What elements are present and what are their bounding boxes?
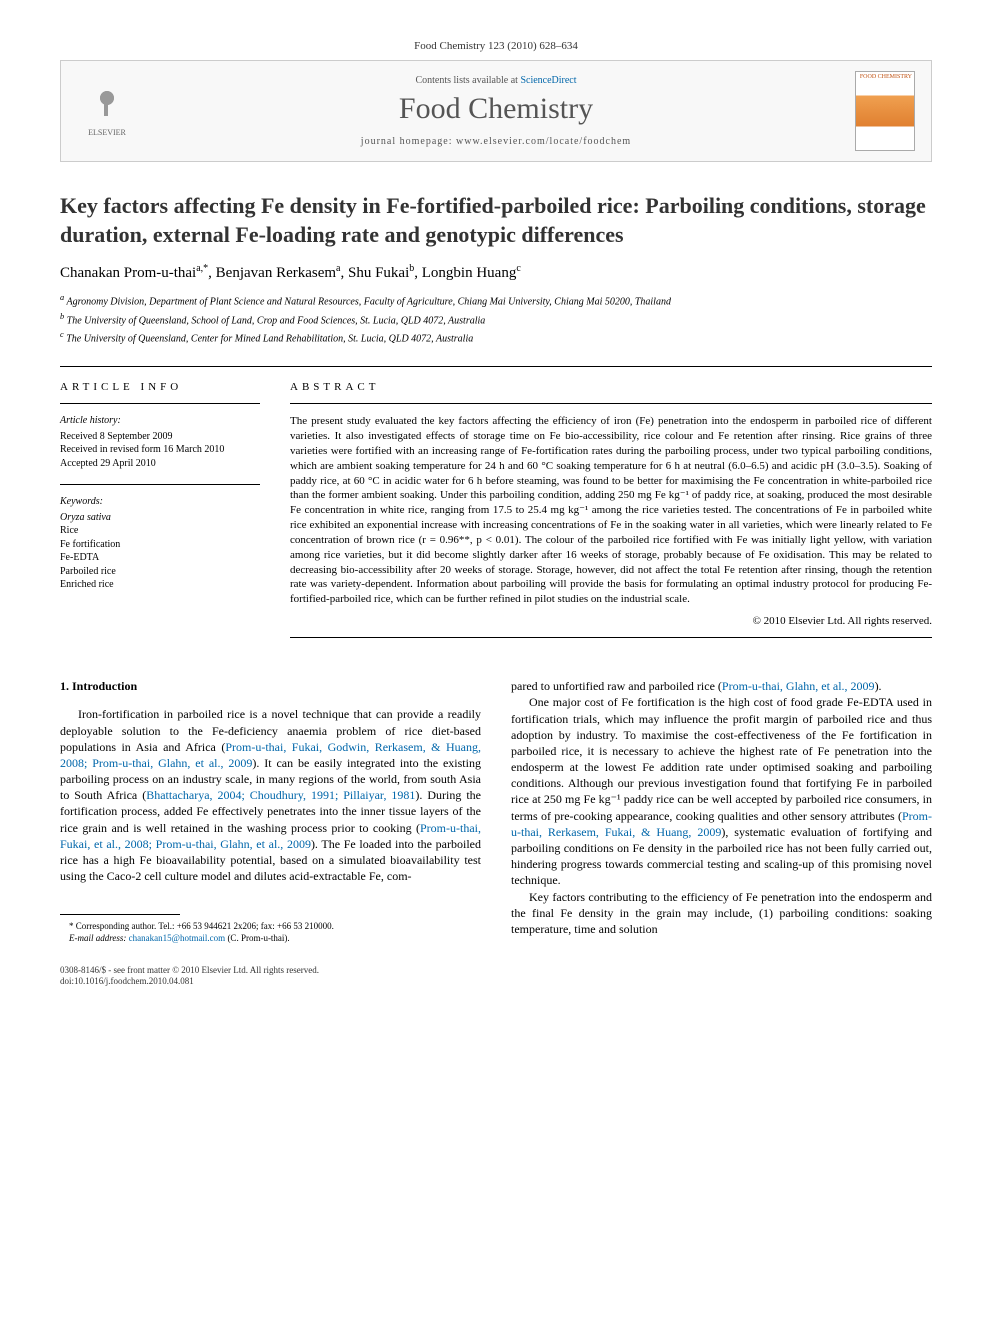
journal-homepage-line: journal homepage: www.elsevier.com/locat… [137, 136, 855, 147]
sciencedirect-link[interactable]: ScienceDirect [520, 75, 576, 86]
abstract-divider [290, 403, 932, 404]
author-sup: a,* [196, 263, 208, 274]
affiliation: a Agronomy Division, Department of Plant… [60, 292, 932, 309]
email-link[interactable]: chanakan15@hotmail.com [129, 933, 226, 943]
abstract-column: ABSTRACT The present study evaluated the… [290, 381, 932, 648]
body-columns: 1. Introduction Iron-fortification in pa… [60, 678, 932, 945]
author-sup: b [409, 263, 414, 274]
author-list: Chanakan Prom-u-thaia,*, Benjavan Rerkas… [60, 263, 932, 282]
info-abstract-row: ARTICLE INFO Article history: Received 8… [60, 366, 932, 648]
citation-link[interactable]: Bhattacharya, 2004; Choudhury, 1991; Pil… [146, 788, 415, 802]
journal-header: ELSEVIER Contents lists available at Sci… [60, 60, 932, 162]
publisher-name: ELSEVIER [88, 128, 126, 137]
keyword: Oryza sativa [60, 511, 260, 525]
section-title: Introduction [72, 679, 137, 693]
journal-name: Food Chemistry [137, 92, 855, 126]
keywords-block: Keywords: Oryza sativa Rice Fe fortifica… [60, 495, 260, 592]
doi-line: doi:10.1016/j.foodchem.2010.04.081 [60, 976, 932, 988]
body-right-column: pared to unfortified raw and parboiled r… [511, 678, 932, 945]
keyword: Enriched rice [60, 578, 260, 592]
elsevier-tree-icon [87, 86, 127, 126]
homepage-url[interactable]: www.elsevier.com/locate/foodchem [456, 136, 631, 147]
history-line: Accepted 29 April 2010 [60, 457, 260, 471]
keyword: Rice [60, 524, 260, 538]
body-paragraph: One major cost of Fe fortification is th… [511, 694, 932, 888]
body-paragraph: Iron-fortification in parboiled rice is … [60, 706, 481, 884]
affiliation-list: a Agronomy Division, Department of Plant… [60, 292, 932, 346]
citation-link[interactable]: Prom-u-thai, Fukai, et al., 2008; Prom-u… [60, 821, 481, 851]
article-info-heading: ARTICLE INFO [60, 381, 260, 393]
journal-reference: Food Chemistry 123 (2010) 628–634 [60, 40, 932, 52]
article-history-block: Article history: Received 8 September 20… [60, 414, 260, 470]
abstract-heading: ABSTRACT [290, 381, 932, 393]
abstract-copyright: © 2010 Elsevier Ltd. All rights reserved… [290, 615, 932, 627]
abstract-text: The present study evaluated the key fact… [290, 414, 932, 607]
issn-line: 0308-8146/$ - see front matter © 2010 El… [60, 965, 932, 977]
elsevier-logo: ELSEVIER [77, 81, 137, 141]
abstract-bottom-divider [290, 637, 932, 638]
citation-link[interactable]: Prom-u-thai, Fukai, Godwin, Rerkasem, & … [60, 740, 481, 770]
info-divider [60, 403, 260, 404]
info-divider [60, 484, 260, 485]
body-paragraph: pared to unfortified raw and parboiled r… [511, 678, 932, 694]
history-line: Received 8 September 2009 [60, 430, 260, 444]
history-label: Article history: [60, 414, 260, 428]
body-left-column: 1. Introduction Iron-fortification in pa… [60, 678, 481, 945]
author: Longbin Huang [422, 265, 517, 281]
corresponding-author-footnote: * Corresponding author. Tel.: +66 53 944… [60, 921, 481, 933]
footnote-separator [60, 914, 180, 915]
article-title: Key factors affecting Fe density in Fe-f… [60, 192, 932, 249]
affiliation: b The University of Queensland, School o… [60, 311, 932, 328]
homepage-prefix: journal homepage: [361, 136, 456, 147]
history-line: Received in revised form 16 March 2010 [60, 443, 260, 457]
section-number: 1. [60, 679, 69, 693]
keyword: Parboiled rice [60, 565, 260, 579]
section-heading: 1. Introduction [60, 678, 481, 694]
body-paragraph: Key factors contributing to the efficien… [511, 889, 932, 938]
article-info-column: ARTICLE INFO Article history: Received 8… [60, 381, 260, 648]
page-footer: 0308-8146/$ - see front matter © 2010 El… [60, 965, 932, 988]
affiliation: c The University of Queensland, Center f… [60, 329, 932, 346]
email-who: (C. Prom-u-thai). [227, 933, 289, 943]
email-label: E-mail address: [69, 933, 126, 943]
header-center: Contents lists available at ScienceDirec… [137, 75, 855, 147]
author-sup: c [516, 263, 520, 274]
email-footnote: E-mail address: chanakan15@hotmail.com (… [60, 933, 481, 945]
author-sup: a [336, 263, 340, 274]
keyword: Fe fortification [60, 538, 260, 552]
author: Shu Fukai [348, 265, 409, 281]
cover-label: FOOD CHEMISTRY [860, 74, 912, 80]
citation-link[interactable]: Prom-u-thai, Glahn, et al., 2009 [722, 679, 875, 693]
keyword: Fe-EDTA [60, 551, 260, 565]
journal-cover-thumbnail: FOOD CHEMISTRY [855, 71, 915, 151]
author: Chanakan Prom-u-thai [60, 265, 196, 281]
author: Benjavan Rerkasem [216, 265, 336, 281]
citation-link[interactable]: Prom-u-thai, Rerkasem, Fukai, & Huang, 2… [511, 809, 932, 839]
contents-available-line: Contents lists available at ScienceDirec… [137, 75, 855, 86]
keywords-label: Keywords: [60, 495, 260, 509]
contents-prefix: Contents lists available at [415, 75, 520, 86]
